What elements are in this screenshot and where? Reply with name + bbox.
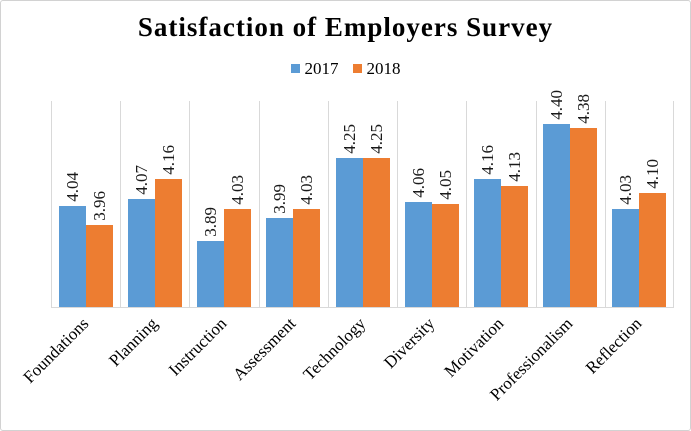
- data-label-2018-technology: 4.25: [366, 124, 386, 154]
- bar-2018-instruction[interactable]: [224, 209, 252, 307]
- legend-label: 2018: [366, 59, 401, 78]
- gridline: [328, 101, 329, 307]
- bar-2017-foundations[interactable]: [58, 206, 86, 307]
- legend-swatch-2018: [352, 64, 362, 73]
- bar-2018-reflection[interactable]: [639, 193, 667, 307]
- gridline: [397, 101, 398, 307]
- x-axis-line: [51, 307, 674, 308]
- data-label-2017-diversity: 4.06: [408, 168, 428, 198]
- gridline: [605, 101, 606, 307]
- data-label-2017-foundations: 4.04: [62, 172, 82, 202]
- data-label-2018-professionalism: 4.38: [574, 94, 594, 124]
- bar-2018-foundations[interactable]: [85, 225, 113, 307]
- gridline: [189, 101, 190, 307]
- legend: 2017 2018: [1, 60, 690, 77]
- chart-title: Satisfaction of Employers Survey: [137, 12, 554, 42]
- data-label-2017-reflection: 4.03: [616, 175, 636, 205]
- gridline: [673, 101, 674, 307]
- plot-area: 4.04 3.96 4.07 4.16 3.89 4.03 3.99 4.03 4.25 4.25…: [51, 90, 674, 308]
- bar-2017-reflection[interactable]: [612, 209, 640, 307]
- data-label-2017-technology: 4.25: [339, 124, 359, 154]
- bar-2017-assessment[interactable]: [266, 218, 294, 307]
- legend-item-2018[interactable]: 2018: [352, 59, 401, 78]
- bar-2017-planning[interactable]: [127, 199, 155, 307]
- data-label-2017-assessment: 3.99: [270, 184, 290, 214]
- data-label-2017-motivation: 4.16: [477, 145, 497, 175]
- bar-2018-professionalism[interactable]: [570, 128, 598, 307]
- bar-2017-diversity[interactable]: [404, 202, 432, 307]
- data-label-2017-professionalism: 4.40: [547, 90, 567, 120]
- bar-2018-motivation[interactable]: [500, 186, 528, 307]
- category-axis: Foundations Planning Instruction Assessment…: [19, 307, 674, 430]
- data-label-2018-motivation: 4.13: [504, 152, 524, 182]
- legend-label: 2017: [304, 59, 339, 78]
- bar-2018-technology[interactable]: [362, 158, 390, 307]
- bar-2018-diversity[interactable]: [431, 204, 459, 307]
- bar-2017-professionalism[interactable]: [543, 124, 571, 307]
- data-label-2018-diversity: 4.05: [435, 170, 455, 200]
- bar-2018-planning[interactable]: [154, 179, 182, 307]
- bar-2017-technology[interactable]: [335, 158, 363, 307]
- gridline: [51, 101, 52, 307]
- gridline: [466, 101, 467, 307]
- data-label-2018-instruction: 4.03: [228, 175, 248, 205]
- data-label-2018-foundations: 3.96: [89, 191, 109, 221]
- gridline: [536, 101, 537, 307]
- bar-2018-assessment[interactable]: [293, 209, 321, 307]
- legend-item-2017[interactable]: 2017: [290, 59, 339, 78]
- gridline: [259, 101, 260, 307]
- data-label-2018-assessment: 4.03: [297, 175, 317, 205]
- data-label-2018-planning: 4.16: [158, 145, 178, 175]
- data-label-2017-planning: 4.07: [131, 165, 151, 195]
- gridline: [120, 101, 121, 307]
- data-label-2017-instruction: 3.89: [201, 207, 221, 237]
- bar-2017-instruction[interactable]: [197, 241, 225, 307]
- bar-2017-motivation[interactable]: [473, 179, 501, 307]
- legend-swatch-2017: [290, 64, 300, 73]
- data-label-2018-reflection: 4.10: [643, 159, 663, 189]
